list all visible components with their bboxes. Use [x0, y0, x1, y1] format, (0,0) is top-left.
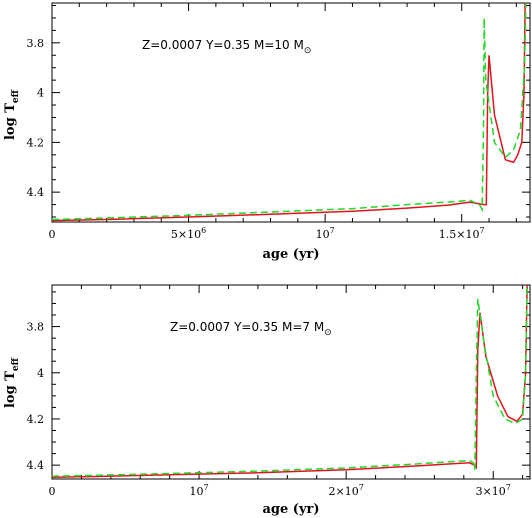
- chart-annotation: Z=0.0007 Y=0.35 M=10 M⊙: [142, 38, 311, 56]
- y-tick-label: 3.8: [27, 321, 45, 334]
- x-tick-label: 5×106: [171, 226, 206, 241]
- y-tick-label: 4.4: [27, 186, 45, 199]
- y-tick-label: 4.2: [27, 136, 45, 149]
- plot-frame: [51, 2, 531, 223]
- chart-annotation: Z=0.0007 Y=0.35 M=7 M⊙: [170, 320, 332, 338]
- x-tick-label: 2×107: [328, 483, 363, 498]
- plot-frame: [51, 284, 531, 480]
- x-tick-label: 1.5×107: [439, 226, 485, 241]
- chart-panel-1: 0 5×106 107 1.5×107 3.8 4 4.2 4.4 age (yr) log Te…: [3, 2, 531, 262]
- y-tick-label: 3.8: [27, 37, 45, 50]
- x-tick-label: 0: [49, 485, 56, 498]
- y-tick-label: 4.4: [27, 459, 45, 472]
- y-tick-label: 4: [37, 367, 44, 380]
- x-axis-label: age (yr): [262, 502, 319, 517]
- series-line-solid-red: [52, 285, 528, 478]
- x-tick-label: 0: [49, 228, 56, 241]
- chart-panel-2: 0 107 2×107 3×107 3.8 4 4.2 4.4 age (yr) log Teff…: [3, 284, 531, 517]
- x-tick-label: 3×107: [476, 483, 511, 498]
- series-line-dashed-green: [52, 285, 528, 477]
- series-line-dashed-green: [52, 3, 527, 221]
- y-axis-label: log Teff: [3, 357, 21, 408]
- x-tick-label: 107: [316, 226, 335, 241]
- x-axis-label: age (yr): [262, 247, 319, 262]
- y-tick-label: 4.2: [27, 413, 45, 426]
- y-tick-label: 4: [37, 87, 44, 100]
- series-line-solid-red: [52, 3, 526, 222]
- x-tick-label: 107: [190, 483, 209, 498]
- y-axis-label: log Teff: [3, 89, 21, 140]
